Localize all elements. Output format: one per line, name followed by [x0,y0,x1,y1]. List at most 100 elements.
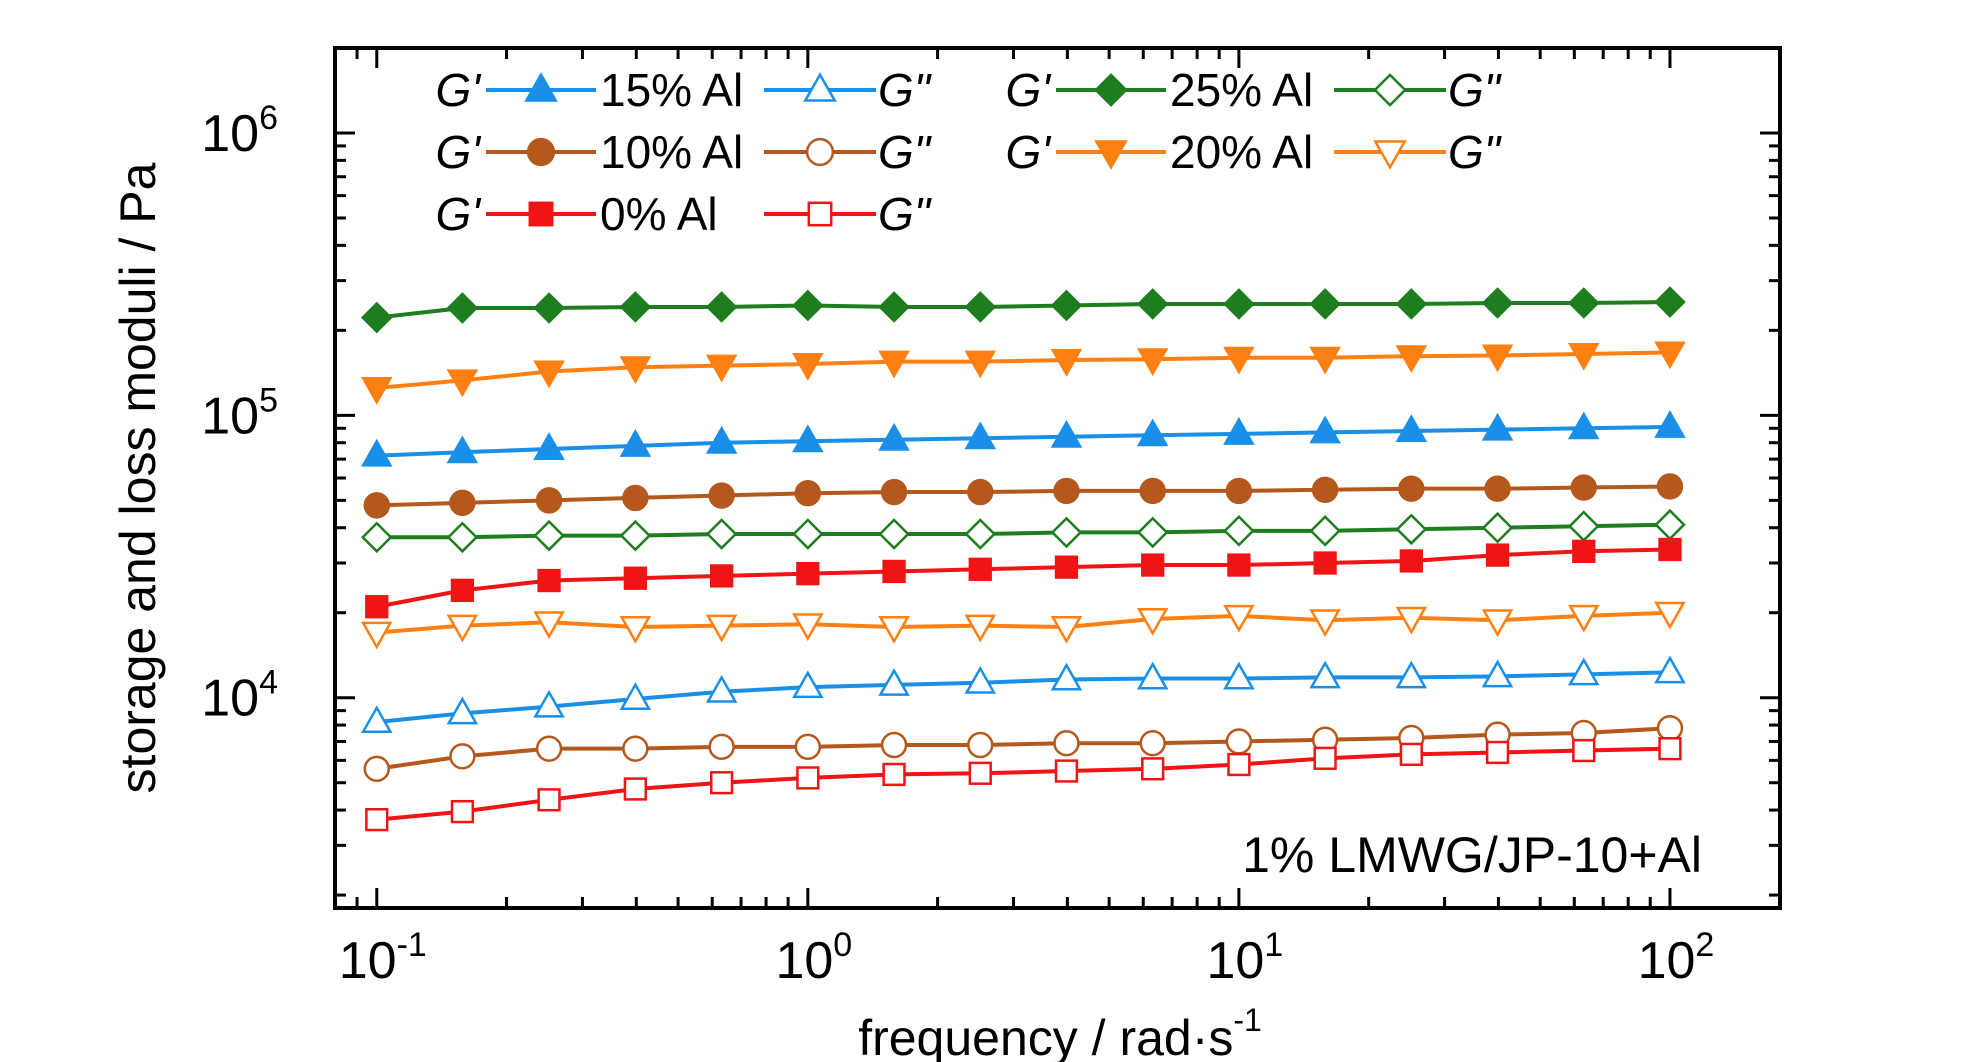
data-point [365,807,389,832]
data-point [1658,737,1682,761]
data-point [792,613,824,642]
data-point [1654,341,1686,370]
data-point [537,788,561,812]
data-point [619,519,652,552]
series-line [376,746,1671,822]
data-point [1136,608,1169,636]
legend-label-group: 20% Al [1170,126,1313,178]
series-0-Alstorage [365,537,1682,619]
data-point [533,432,565,461]
series-line [376,522,1670,540]
data-point [449,743,476,770]
data-point [964,350,997,379]
series-line [376,547,1671,609]
data-point [1398,475,1425,502]
data-point [533,360,565,389]
legend-label-group: 15% Al [600,64,743,116]
series-line [376,424,1670,458]
data-point [535,487,563,514]
data-point [708,482,735,509]
data-point [360,621,393,650]
series-layer [360,286,1686,832]
data-point [1485,740,1510,765]
data-point [1481,412,1514,441]
data-point [1309,346,1341,375]
data-point [1141,553,1165,577]
legend-entry: G' 0% Al G" [435,188,932,240]
data-point [1139,477,1166,505]
legend-label-loss: G" [878,64,933,116]
legend-label-group: 0% Al [600,188,718,240]
data-point [708,733,735,761]
data-point [1567,411,1600,440]
data-point [1395,288,1428,320]
data-point [1223,346,1255,375]
data-point [533,689,565,718]
x-tick-label: 100 [775,926,852,990]
data-point [1309,609,1341,638]
data-point [1395,513,1428,546]
legend-marker-loss [1373,140,1407,170]
data-point [446,435,479,464]
data-point [1481,344,1514,373]
legend-label-loss: G" [1448,64,1503,116]
data-point [1309,515,1341,547]
data-point [1309,660,1341,689]
series-20-Alstorage [360,341,1686,405]
data-point [622,735,649,762]
data-point [792,353,824,381]
data-point [619,291,652,323]
legend-entry: G' 15% Al G" [435,64,932,116]
data-point [1050,419,1083,448]
series-20-Alloss [360,601,1686,650]
data-point [1572,738,1596,763]
data-point [968,761,992,785]
data-point [1223,288,1255,320]
data-point [1567,287,1600,319]
data-point [1485,543,1510,567]
series-line [376,726,1671,771]
data-point [1654,286,1686,318]
data-point [1141,757,1165,781]
data-point [709,564,734,588]
data-point [1311,476,1339,503]
legend-label-storage: G' [435,126,482,178]
legend-marker-storage [1094,73,1128,107]
data-point [792,518,824,550]
data-point [623,566,648,590]
x-tick-label: 101 [1207,926,1284,990]
x-axis-title-main: frequency / rad·s [858,1010,1233,1062]
data-point [964,291,997,323]
data-point [705,674,738,703]
data-point [964,665,997,694]
data-point [1136,661,1169,690]
data-point [796,562,820,586]
data-point [1054,555,1079,579]
series-25-Alstorage [360,286,1686,334]
legend-label-loss: G" [878,188,933,240]
x-tick-labels: 10-1 100 101 102 [339,926,1715,990]
data-point [1050,662,1083,691]
axis-ticks [333,46,1780,908]
legend-label-group: 10% Al [600,126,743,178]
data-point [1223,661,1255,690]
data-point [450,799,475,824]
data-point [1654,601,1686,630]
legend-marker-storage [1094,140,1128,170]
data-point [533,611,565,640]
data-point [450,578,475,603]
data-point [1223,417,1255,445]
data-point [709,771,734,795]
x-axis-title: frequency / rad·s-1 [858,1002,1262,1062]
data-point [360,521,393,554]
data-point [1223,604,1255,633]
data-point [1136,418,1169,447]
legend-label-storage: G' [435,64,482,116]
data-point [964,518,997,550]
legend-label-group: 25% Al [1170,64,1313,116]
data-point [705,614,738,643]
y-tick-label: 106 [201,99,278,163]
data-point [1481,287,1514,319]
x-tick-label: 102 [1638,926,1715,990]
series-line [376,484,1670,508]
